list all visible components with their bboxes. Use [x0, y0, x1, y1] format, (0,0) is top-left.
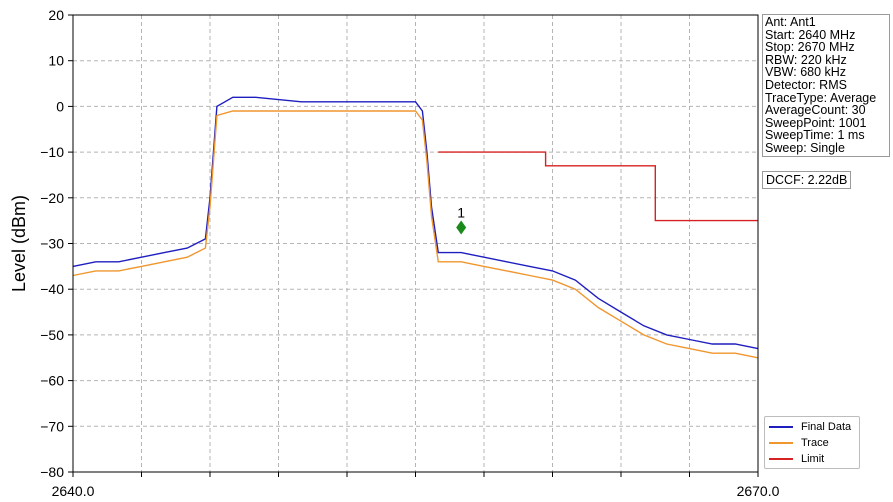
legend-item: Trace [769, 435, 855, 451]
legend-item: Final Data [769, 419, 855, 435]
y-tick-label: 10 [48, 53, 64, 69]
y-tick-label: 0 [56, 98, 64, 114]
info-line: SweepTime: 1 ms [765, 128, 865, 143]
info-line: TraceType: Average [765, 90, 877, 105]
y-tick-label: 20 [48, 7, 64, 23]
info-line: SweepPoint: 1001 [765, 115, 867, 130]
info-line: Detector: RMS [765, 77, 847, 92]
y-tick-label: −10 [40, 144, 64, 160]
dccf-badge: DCCF: 2.22dB [762, 171, 852, 189]
legend-swatch [769, 458, 793, 460]
y-tick-label: −50 [40, 327, 64, 343]
series-line-limit [438, 151, 758, 222]
legend-label: Trace [801, 437, 829, 449]
legend-swatch [769, 426, 793, 428]
marker-label: 1 [457, 205, 465, 221]
y-tick-label: −60 [40, 373, 64, 389]
series-line-trace [72, 110, 759, 359]
y-tick-label: −40 [40, 281, 64, 297]
info-line: Ant: Ant1 [765, 15, 816, 29]
series-line-final-data [72, 96, 759, 350]
legend-swatch [769, 442, 793, 444]
info-line: Start: 2640 MHz [765, 27, 856, 42]
y-tick-label: −70 [40, 418, 64, 434]
x-tick-label: 2670.0 [737, 483, 780, 499]
info-line: Sweep: Single [765, 140, 845, 155]
info-line: Stop: 2670 MHz [765, 40, 855, 55]
y-axis-label: Level (dBm) [9, 195, 29, 292]
y-tick-label: −30 [40, 236, 64, 252]
grid-layer [73, 15, 758, 472]
marker-layer: 1 [456, 205, 467, 235]
y-tick-layer: 20 10 0 −10 −20 −30 −40 −50 −60 −70 −80 [40, 7, 73, 480]
series-layer [72, 96, 759, 359]
legend-label: Limit [801, 453, 825, 465]
marker-diamond [456, 220, 467, 235]
info-line: RBW: 220 kHz [765, 52, 847, 67]
y-tick-label: −20 [40, 190, 64, 206]
info-line: VBW: 680 kHz [765, 65, 847, 80]
legend-label: Final Data [801, 421, 852, 433]
y-tick-label: −80 [40, 464, 64, 480]
legend-item: Limit [769, 451, 855, 467]
measurement-info-panel: Ant: Ant1 Start: 2640 MHz Stop: 2670 MHz RB… [762, 14, 890, 157]
chart-legend: Final Data Trace Limit [764, 416, 860, 469]
x-tick-label: 2640.0 [52, 483, 95, 499]
x-tick-layer: 2640.0 2670.0 [52, 472, 780, 499]
info-line: AverageCount: 30 [765, 103, 866, 118]
